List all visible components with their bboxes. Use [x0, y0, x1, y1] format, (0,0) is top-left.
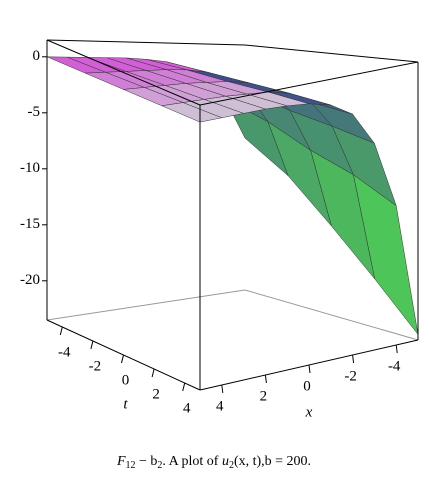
- t-tick-label: -2: [89, 358, 102, 374]
- x-tick-label: 0: [303, 378, 311, 394]
- box-edge: [46, 39, 246, 46]
- x-tick-label: 2: [260, 388, 268, 404]
- x-tick: [352, 354, 355, 364]
- x-tick-label: -4: [388, 358, 401, 374]
- box-edge: [244, 44, 419, 63]
- x-tick-label: -2: [344, 368, 357, 384]
- x-tick-label: 4: [216, 398, 224, 414]
- box-edge: [46, 289, 246, 321]
- t-tick: [151, 368, 155, 378]
- t-tick-label: -4: [58, 344, 71, 360]
- t-tick: [121, 354, 124, 364]
- caption: F12 − b2. A plot of u2(x, t),b = 200.: [116, 454, 311, 471]
- surface-cell: [160, 102, 223, 123]
- z-tick-label: -5: [28, 104, 41, 120]
- z-tick-label: -20: [20, 272, 40, 288]
- x-tick: [308, 364, 311, 374]
- caption-part: 2: [157, 460, 162, 471]
- caption-part: − b: [136, 454, 158, 469]
- caption-part: . A plot of: [162, 454, 222, 469]
- z-tick-label: -15: [20, 216, 40, 232]
- t-tick: [59, 326, 63, 336]
- t-tick: [90, 340, 94, 350]
- t-tick-label: 4: [183, 400, 191, 416]
- caption-part: 12: [126, 460, 136, 471]
- x-tick: [264, 374, 267, 384]
- z-tick-label: -10: [20, 160, 40, 176]
- x-tick: [221, 384, 224, 394]
- caption-part: 2: [229, 460, 234, 471]
- caption-part: F: [116, 454, 126, 469]
- t-tick-label: 2: [152, 386, 160, 402]
- box-edge: [244, 289, 419, 341]
- z-tick-label: 0: [33, 48, 41, 64]
- t-axis-label: t: [123, 396, 128, 412]
- t-tick-label: 0: [122, 372, 130, 388]
- box-edge: [46, 39, 201, 106]
- caption-part: u: [222, 454, 229, 469]
- caption-part: (x, t),b = 200.: [234, 454, 311, 469]
- x-axis-label: x: [305, 404, 313, 420]
- t-tick: [182, 382, 186, 392]
- box-edge: [199, 61, 419, 106]
- x-tick: [395, 344, 398, 354]
